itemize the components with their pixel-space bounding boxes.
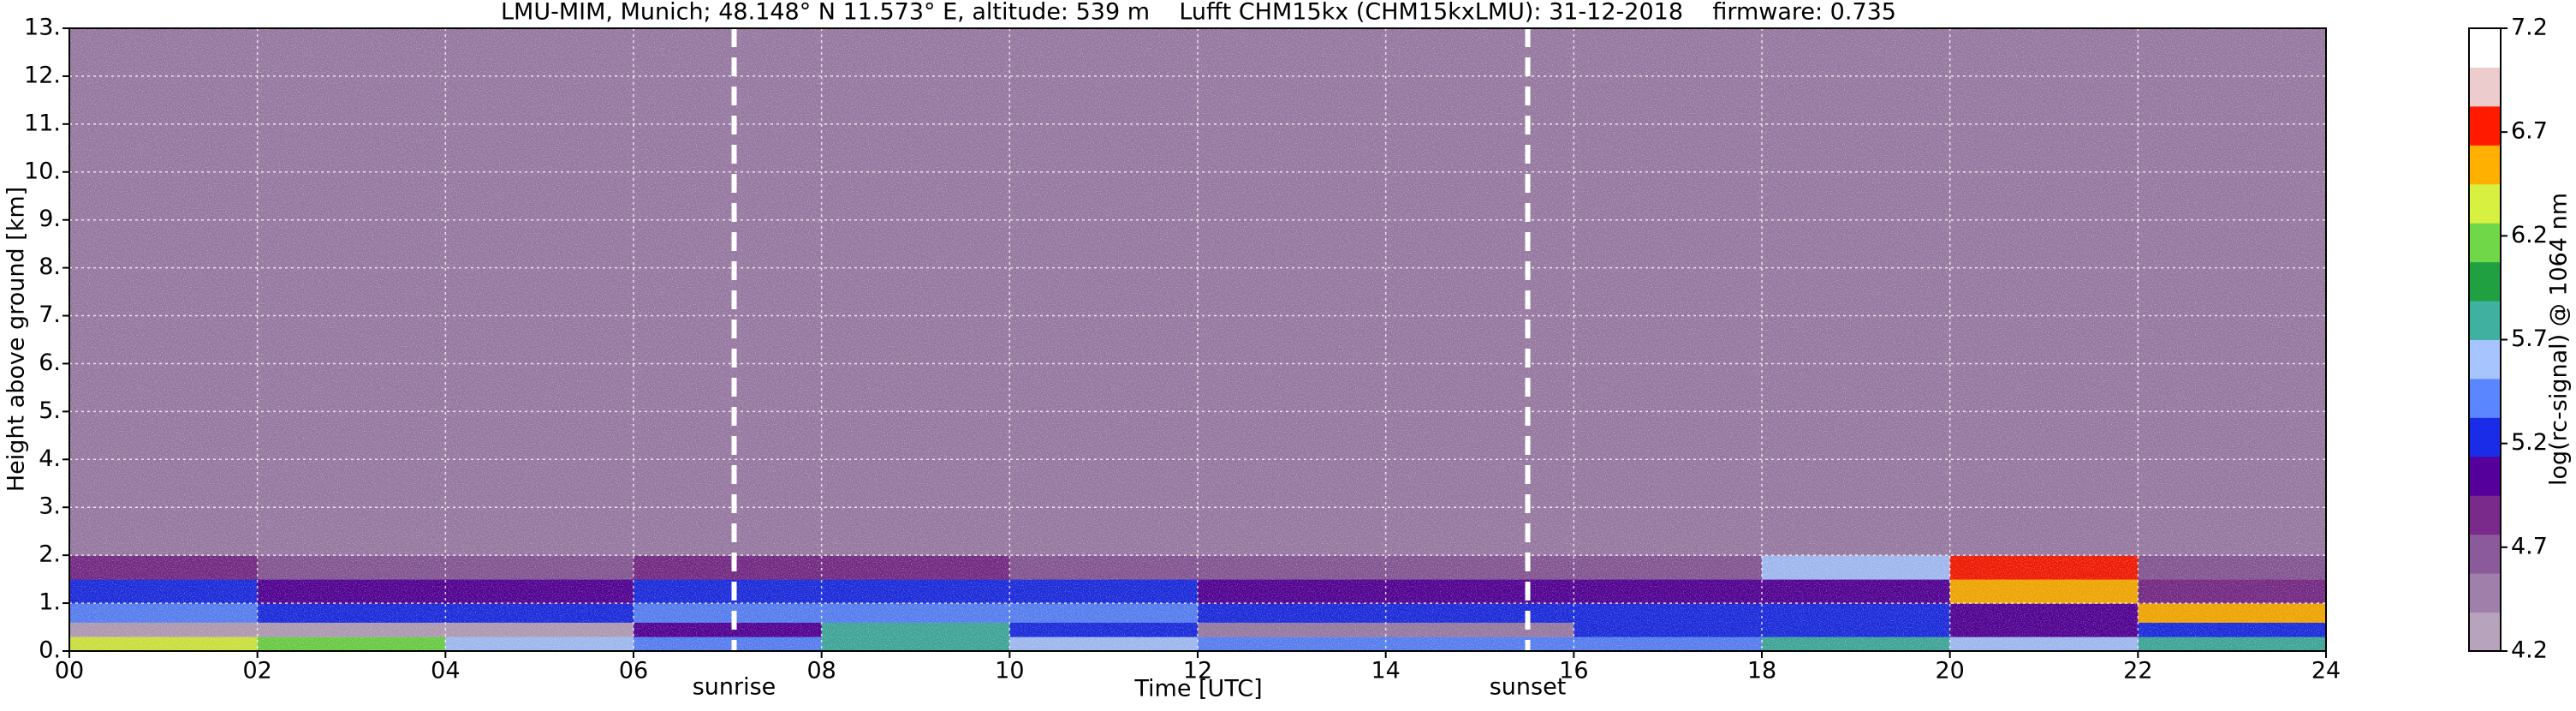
x-tick-label: 22 — [2123, 658, 2152, 684]
colorbar-segment — [2469, 573, 2501, 613]
colorbar-segment — [2469, 301, 2501, 340]
y-tick-label: 6. — [39, 350, 61, 376]
y-tick-label: 1. — [39, 589, 61, 616]
colorbar-segment — [2469, 534, 2501, 574]
colorbar-tick-label: 4.7 — [2511, 533, 2548, 559]
x-tick-label: 04 — [431, 658, 460, 684]
colorbar-segment — [2469, 67, 2501, 107]
x-tick-label: 12 — [1183, 658, 1212, 684]
x-tick-label: 06 — [619, 658, 648, 684]
x-tick-label: 16 — [1559, 658, 1588, 684]
y-tick-label: 10. — [24, 158, 61, 184]
colorbar-tick-label: 4.2 — [2511, 637, 2548, 664]
x-tick-label: 10 — [995, 658, 1024, 684]
chart-title: LMU-MIM, Munich; 48.148° N 11.573° E, al… — [501, 0, 1896, 26]
colorbar-tick-label: 5.2 — [2511, 429, 2548, 456]
y-tick-label: 0. — [39, 637, 61, 664]
colorbar-tick-label: 7.2 — [2511, 15, 2548, 41]
x-axis-label: Time [UTC] — [1133, 676, 1262, 702]
colorbar-segment — [2469, 378, 2501, 418]
colorbar-tick-label: 6.7 — [2511, 118, 2548, 145]
y-axis-label: Height above ground [km] — [3, 187, 30, 492]
colorbar-tick-label: 5.7 — [2511, 326, 2548, 352]
colorbar-segment — [2469, 145, 2501, 185]
y-tick-label: 11. — [24, 110, 61, 136]
colorbar-label: log(rc-signal) @ 1064 nm — [2546, 193, 2573, 486]
x-tick-label: 18 — [1747, 658, 1776, 684]
colorbar-segment — [2469, 612, 2501, 652]
colorbar-segment — [2469, 339, 2501, 379]
colorbar-segment — [2469, 261, 2501, 302]
plot-frame — [68, 27, 2327, 652]
x-tick-label: 02 — [242, 658, 271, 684]
y-tick-label: 12. — [24, 62, 61, 88]
y-tick-label: 3. — [39, 493, 61, 520]
y-tick-label: 9. — [39, 206, 61, 232]
annotation-label: sunrise — [693, 674, 776, 701]
colorbar-segment — [2469, 456, 2501, 496]
y-tick-label: 8. — [39, 254, 61, 280]
y-tick-label: 7. — [39, 302, 61, 328]
colorbar-segment — [2469, 495, 2501, 535]
y-tick-label: 2. — [39, 541, 61, 568]
x-tick-label: 20 — [1935, 658, 1964, 684]
y-tick-label: 4. — [39, 445, 61, 472]
x-tick-label: 08 — [806, 658, 836, 684]
colorbar-segment — [2469, 183, 2501, 224]
colorbar-segment — [2469, 417, 2501, 457]
y-tick-label: 5. — [39, 397, 61, 424]
colorbar-segment — [2469, 105, 2501, 146]
annotation-label: sunset — [1490, 674, 1567, 701]
x-tick-label: 24 — [2311, 658, 2341, 684]
x-tick-label: 14 — [1371, 658, 1400, 684]
colorbar-tick-label: 6.2 — [2511, 222, 2548, 248]
colorbar-segment — [2469, 28, 2501, 68]
y-tick-label: 13. — [24, 15, 61, 41]
x-tick-label: 00 — [55, 658, 84, 684]
colorbar-segment — [2469, 223, 2501, 263]
